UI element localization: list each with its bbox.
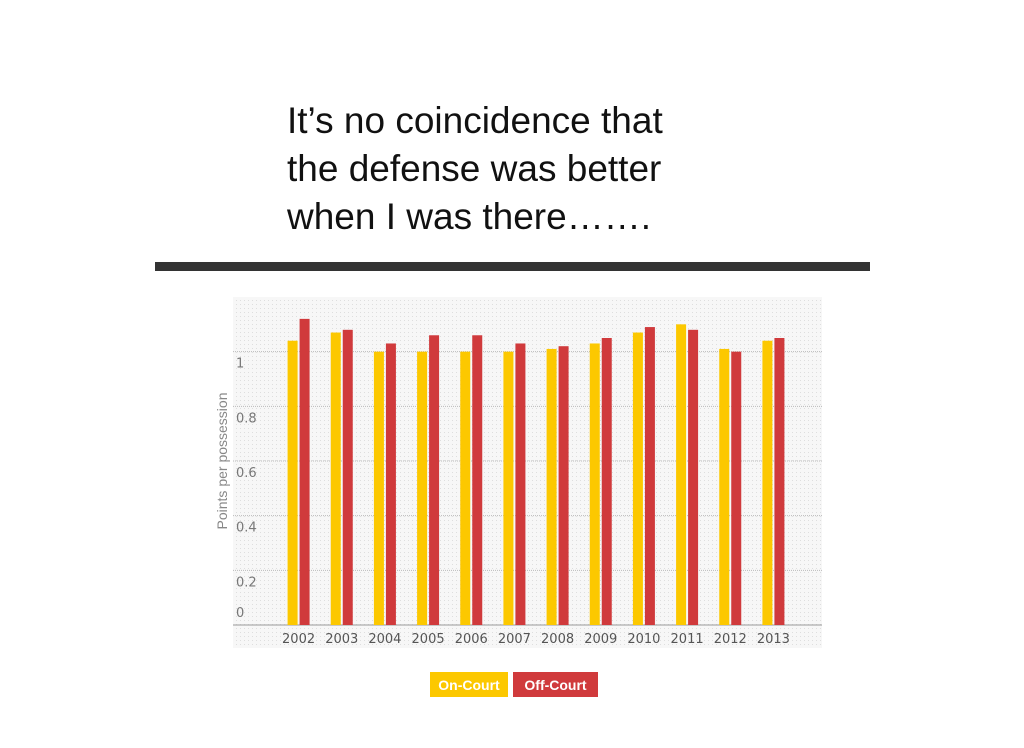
y-tick-label: 1 — [236, 357, 244, 372]
x-tick-label: 2002 — [282, 632, 315, 647]
y-tick-label: 0.4 — [236, 521, 257, 536]
bar — [417, 351, 428, 625]
y-tick-label: 0.6 — [236, 466, 257, 481]
bar — [460, 351, 471, 625]
bar — [719, 348, 730, 625]
bar — [299, 318, 310, 625]
x-tick-label: 2005 — [412, 632, 445, 647]
bar — [373, 351, 384, 625]
divider — [155, 262, 870, 271]
heading-line: the defense was better — [287, 148, 661, 189]
bar — [632, 332, 643, 625]
x-tick-label: 2009 — [584, 632, 617, 647]
heading-line: when I was there……. — [286, 196, 651, 237]
y-tick-label: 0.2 — [236, 575, 257, 590]
legend-swatch — [513, 672, 598, 697]
x-tick-label: 2013 — [757, 632, 790, 647]
x-tick-label: 2006 — [455, 632, 488, 647]
y-tick-label: 0 — [236, 606, 244, 621]
x-tick-label: 2011 — [671, 632, 704, 647]
bar — [342, 329, 353, 625]
bar — [429, 335, 440, 625]
heading-line: It’s no coincidence that — [287, 100, 663, 141]
x-tick-label: 2010 — [627, 632, 660, 647]
bar — [330, 332, 341, 625]
bar — [287, 340, 298, 625]
x-tick-label: 2004 — [368, 632, 401, 647]
x-tick-label: 2007 — [498, 632, 531, 647]
legend-swatch — [430, 672, 508, 697]
bar — [688, 329, 699, 625]
y-axis-label: Points per possession — [214, 393, 230, 530]
bar — [762, 340, 773, 625]
y-tick-label: 0.8 — [236, 411, 257, 426]
bar — [472, 335, 483, 625]
bar — [644, 327, 655, 625]
x-tick-label: 2008 — [541, 632, 574, 647]
bar — [558, 346, 569, 625]
x-tick-label: 2012 — [714, 632, 747, 647]
bar — [676, 324, 687, 625]
legend-label: On-Court — [438, 677, 500, 693]
x-tick-label: 2003 — [325, 632, 358, 647]
bar — [385, 343, 396, 625]
bar — [546, 348, 557, 625]
bar — [515, 343, 526, 625]
bar — [774, 338, 785, 625]
bar — [503, 351, 514, 625]
bar — [731, 351, 742, 625]
legend-label: Off-Court — [524, 677, 587, 693]
bar — [601, 338, 612, 625]
bar — [589, 343, 600, 625]
